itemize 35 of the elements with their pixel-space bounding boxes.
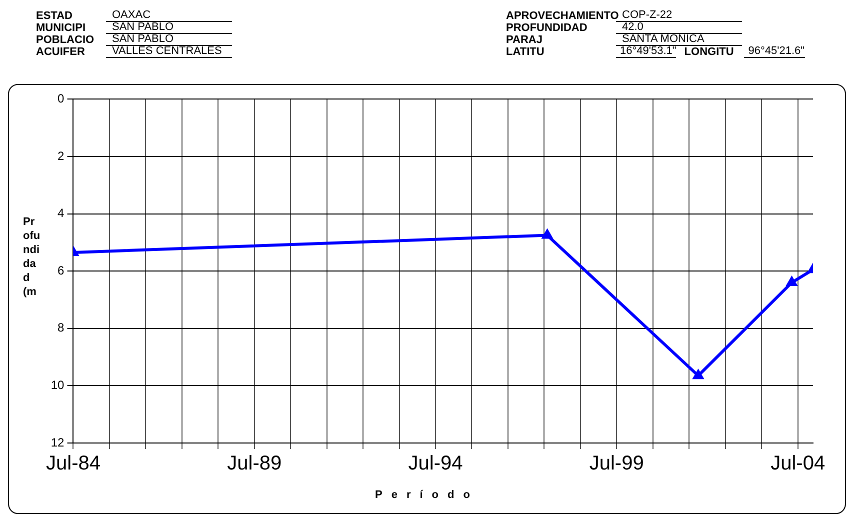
point [786,277,797,286]
text: MUNICIPI [36,22,86,34]
text: SANTA MONICA [616,33,742,46]
y-tick-label: 4 [58,206,65,220]
text: APROVECHAMIENTO [506,10,619,22]
text: PROFUNDIDAD [506,22,588,34]
y-tick-label: 2 [58,148,65,163]
text: PARAJ [506,34,544,46]
x-axis-title: Período [374,489,480,501]
y-tick-label: 10 [50,378,65,392]
text: ESTAD [36,10,74,22]
point [693,370,704,380]
y-tick-label: 12 [50,435,65,450]
y-tick-label: 8 [58,320,65,335]
y-tick-label: 6 [58,263,65,278]
x-tick-label: Jul-89 [227,452,282,475]
x-tick-label: Jul-99 [589,452,644,475]
text: ACUIFER [36,46,86,58]
text: 42.0 [616,21,742,34]
text: 96°45'21.6" [744,45,805,58]
text: COP-Z-22 [622,9,672,21]
text: POBLACIO [36,34,96,46]
x-tick-label: Jul-04 [770,452,826,475]
text: SAN PABLO [106,33,232,46]
y-tick-label: 0 [58,92,65,106]
text: OAXAC [106,9,232,22]
text: LATITU [506,46,546,58]
y-axis-title: Profundidad (m [23,215,41,299]
point [542,230,552,239]
x-tick-label: Jul-94 [408,452,463,475]
text: LONGITU [684,46,735,58]
text: 16°49'53.1" [616,45,676,58]
text: VALLES CENTRALES [106,45,232,58]
text: SAN PABLO [106,21,232,34]
x-tick-label: Jul-84 [46,452,100,475]
